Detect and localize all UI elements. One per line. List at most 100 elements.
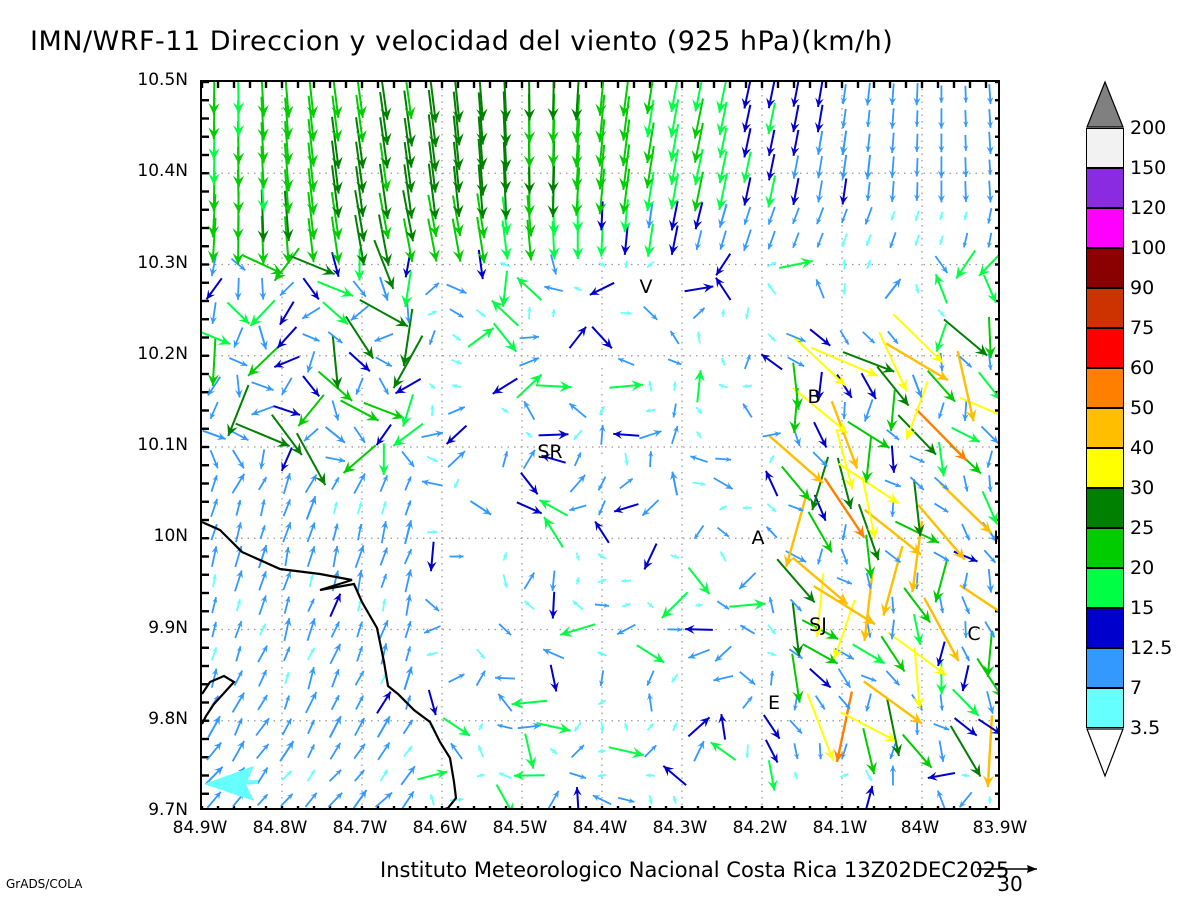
wind-vector (453, 700, 461, 707)
wind-vector (889, 132, 897, 154)
wind-vector (492, 322, 518, 353)
colorbar-segment[interactable] (1086, 528, 1124, 568)
wind-vector (598, 500, 606, 516)
wind-vector (662, 765, 687, 786)
page-title: IMN/WRF-11 Direccion y velocidad del vie… (30, 26, 894, 57)
wind-vector (354, 214, 368, 266)
wind-vector (283, 596, 291, 614)
colorbar-segment[interactable] (1086, 168, 1124, 208)
colorbar-segment[interactable] (1086, 448, 1124, 488)
wind-vector (306, 545, 316, 568)
wind-vector (913, 613, 924, 646)
wind-vector (451, 195, 464, 237)
wind-vector (402, 719, 414, 735)
wind-vector (524, 219, 536, 261)
colorbar-segment[interactable] (1086, 488, 1124, 528)
wind-vector (404, 303, 412, 324)
wind-vector (646, 260, 655, 269)
wind-vector (767, 553, 774, 561)
wind-vector (403, 666, 414, 691)
wind-vector (647, 380, 654, 392)
wind-vector (322, 301, 349, 326)
wind-vector (865, 109, 872, 128)
wind-vector (890, 596, 896, 614)
wind-vector (325, 426, 346, 444)
wind-vector (959, 584, 998, 613)
wind-vector (281, 97, 294, 140)
wind-vector (429, 674, 436, 681)
wind-vector (963, 475, 969, 492)
wind-vector (815, 279, 825, 299)
wind-vector (938, 740, 946, 763)
colorbar-segment[interactable] (1086, 688, 1124, 728)
wind-vector (647, 627, 654, 633)
wind-vector (202, 429, 226, 440)
wind-vector (816, 232, 824, 248)
wind-vector (616, 623, 636, 636)
wind-vector (353, 743, 366, 760)
colorbar-segment[interactable] (1086, 248, 1124, 288)
colorbar-segment[interactable] (1086, 368, 1124, 408)
wind-vector (401, 450, 415, 468)
wind-vector (913, 310, 920, 318)
wind-vector (476, 797, 484, 804)
wind-vector (864, 769, 873, 782)
wind-vector (354, 190, 368, 242)
wind-vector (696, 359, 703, 366)
wind-vector (378, 192, 392, 239)
wind-vector (810, 346, 878, 377)
wind-vector (767, 333, 777, 342)
colorbar-segment[interactable] (1086, 128, 1124, 168)
wind-vector (864, 154, 873, 180)
city-label-a: A (751, 527, 765, 550)
wind-vector (889, 232, 897, 249)
wind-vector (354, 717, 366, 737)
coastline (202, 520, 458, 808)
wind-vector (523, 400, 536, 421)
wind-vector (597, 772, 607, 778)
wind-vector (475, 670, 486, 687)
wind-vector (596, 223, 608, 257)
wind-vector (841, 259, 848, 270)
wind-vector (356, 621, 363, 638)
wind-vector (519, 357, 540, 367)
wind-vector (569, 474, 586, 493)
wind-vector (256, 767, 269, 784)
wind-map-plot[interactable]: V SR B A SJ C E H (200, 80, 1000, 810)
wind-vector (550, 254, 558, 275)
colorbar-segment[interactable] (1086, 288, 1124, 328)
wind-vector (234, 570, 243, 592)
wind-vector (647, 577, 654, 585)
colorbar-segment[interactable] (1086, 328, 1124, 368)
colorbar-segment[interactable] (1086, 208, 1124, 248)
wind-vector (721, 334, 727, 341)
wind-vector (352, 789, 368, 808)
wind-vector (959, 355, 973, 368)
wind-vector (860, 372, 877, 400)
colorbar-segment[interactable] (1086, 608, 1124, 648)
wind-vector (574, 358, 580, 365)
wind-vector (330, 192, 343, 240)
colorbar[interactable]: 200 150 120 100 90 75 60 50 40 30 25 20 15 12.5 7 3.5 (1086, 80, 1196, 840)
wind-vector (841, 233, 848, 247)
wind-vector (356, 569, 364, 592)
colorbar-segment[interactable] (1086, 648, 1124, 688)
wind-vector (986, 109, 994, 128)
wind-vector (962, 311, 970, 317)
wind-vector (403, 141, 416, 193)
wind-vector (729, 598, 766, 611)
wind-vector (282, 216, 294, 264)
colorbar-segment[interactable] (1086, 408, 1124, 448)
wind-vector (807, 511, 833, 553)
wind-vector (283, 646, 291, 662)
wind-vector (450, 742, 463, 760)
wind-vector (478, 601, 484, 609)
wind-vector (452, 166, 464, 217)
wind-vector (257, 171, 269, 212)
wind-vector (524, 733, 537, 769)
wind-vector (258, 595, 267, 616)
colorbar-segment[interactable] (1086, 568, 1124, 608)
wind-vector (306, 350, 316, 373)
wind-vector (598, 627, 605, 633)
wind-vector (687, 566, 711, 595)
